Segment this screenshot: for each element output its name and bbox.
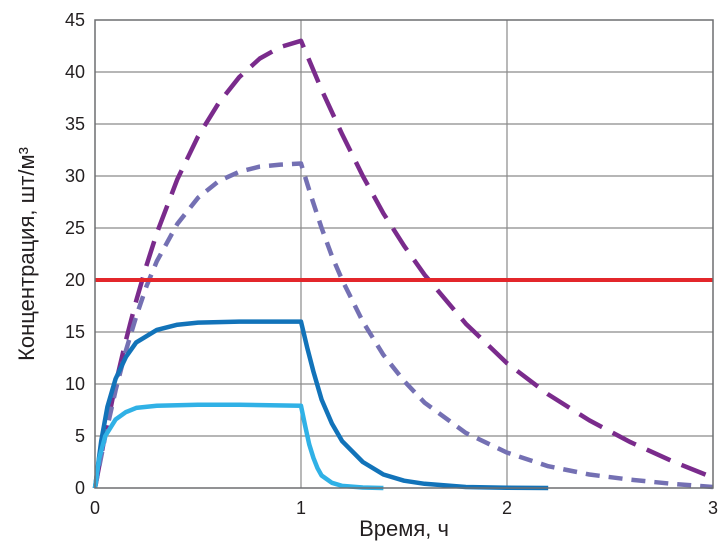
y-tick-label: 10 [65,374,85,394]
series-line-1 [92,38,714,489]
series-line-2 [92,161,714,490]
y-tick-label: 35 [65,114,85,134]
x-axis-label: Время, ч [359,516,449,541]
y-tick-label: 45 [65,10,85,30]
series-line-3 [92,319,549,491]
x-tick-label: 2 [502,498,512,518]
y-tick-label: 25 [65,218,85,238]
series-lines [92,38,714,491]
plot-frame [94,19,714,489]
y-tick-label: 0 [75,478,85,498]
plot-frame-group [94,19,714,489]
y-tick-label: 30 [65,166,85,186]
x-tick-label: 1 [296,498,306,518]
y-tick-label: 40 [65,62,85,82]
x-tick-label: 3 [708,498,718,518]
y-tick-label: 15 [65,322,85,342]
series-line-4 [92,402,384,491]
grid [95,20,713,488]
tick-labels: 0 5 10 15 20 25 30 35 40 45 0 1 2 3 [65,10,718,518]
x-tick-label: 0 [90,498,100,518]
y-tick-label: 20 [65,270,85,290]
y-axis-label: Концентрация, шт/м³ [14,147,39,361]
y-tick-label: 5 [75,426,85,446]
